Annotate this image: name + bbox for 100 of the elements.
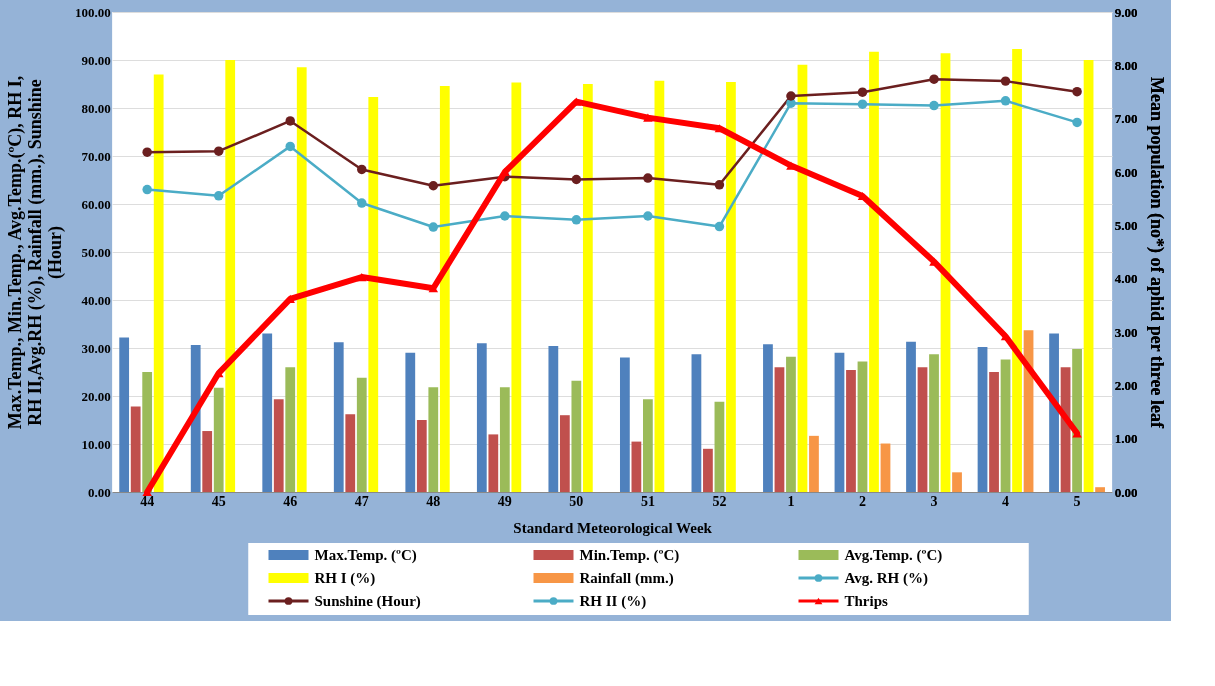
bar (548, 346, 559, 492)
bar (1083, 60, 1094, 492)
bar (619, 357, 630, 492)
legend-label: Max.Temp. (ºC) (314, 547, 417, 564)
y-tick-label: 100.00 (74, 4, 111, 20)
y-tick-label: 90.00 (81, 52, 111, 68)
bar (285, 367, 296, 492)
point (714, 180, 725, 190)
bar (726, 82, 736, 492)
bar (153, 74, 164, 492)
point (357, 198, 367, 208)
legend-label: RH I (%) (314, 570, 376, 587)
bar (869, 51, 879, 492)
bar (130, 406, 141, 492)
bar (714, 401, 725, 492)
y-tick-label: 10.00 (81, 436, 111, 452)
legend-label: RH II (%) (579, 593, 647, 610)
bar (1095, 487, 1105, 492)
x-tick-label: 1 (787, 493, 795, 509)
y2-tick-label: 0.00 (1114, 484, 1138, 500)
point (929, 100, 939, 111)
legend-label: Avg.Temp. (ºC) (844, 547, 943, 564)
point (571, 215, 582, 225)
bar (333, 342, 344, 492)
point (500, 211, 510, 221)
point (285, 116, 295, 126)
legend-label: Sunshine (Hour) (314, 593, 421, 610)
point (1072, 86, 1082, 97)
point (643, 113, 653, 122)
bar (880, 443, 891, 492)
y-axis-title: Max.Temp., Min.Temp., Avg.Temp.(ºC), RH I, RH II,Avg.RH (%), Rainfall (mm.), Sunshine (Hour) (4, 75, 66, 430)
bar (989, 372, 999, 492)
point (213, 146, 224, 156)
point (1072, 117, 1082, 128)
legend-label: Avg. RH (%) (844, 570, 928, 587)
y-tick-label: 80.00 (81, 100, 111, 116)
x-tick-label: 46 (283, 493, 298, 509)
point (428, 222, 439, 232)
bar (499, 387, 510, 492)
point (142, 184, 152, 195)
point (857, 87, 868, 97)
y2-tick-label: 2.00 (1114, 377, 1138, 393)
bar (774, 367, 785, 492)
x-tick-label: 47 (354, 493, 369, 509)
bar (763, 344, 773, 492)
y2-tick-label: 6.00 (1114, 164, 1138, 180)
bar (1049, 333, 1059, 492)
bar (834, 352, 845, 492)
y2-tick-label: 1.00 (1114, 431, 1138, 447)
point (357, 272, 367, 282)
point (929, 74, 939, 84)
bar (416, 420, 427, 492)
bar (1012, 48, 1022, 492)
y2-tick-label: 5.00 (1114, 217, 1138, 233)
y2-tick-label: 3.00 (1114, 324, 1138, 340)
x-tick-label: 49 (497, 493, 512, 509)
x-tick-label: 3 (930, 493, 938, 509)
bar (1000, 359, 1011, 492)
x-tick-label: 5 (1073, 493, 1081, 509)
legend-label: Thrips (844, 593, 889, 609)
y2-tick-label: 9.00 (1114, 4, 1138, 20)
x-tick-label: 52 (712, 493, 727, 509)
bar (476, 343, 487, 492)
bar (142, 372, 153, 492)
point (857, 99, 868, 109)
bar (786, 356, 796, 492)
bar (262, 333, 273, 492)
y-tick-label: 50.00 (81, 244, 111, 260)
bar (1072, 348, 1082, 492)
y-tick-label: 70.00 (81, 148, 111, 164)
bar (368, 96, 379, 492)
bar (405, 352, 416, 492)
point (142, 147, 152, 157)
bar (119, 337, 130, 492)
bar (977, 347, 988, 492)
x-tick-label: 48 (426, 493, 441, 509)
y-tick-label: 30.00 (81, 340, 111, 356)
x-tick-label: 2 (858, 493, 866, 509)
bar (929, 354, 939, 492)
bar (439, 85, 450, 492)
legend-label: Min.Temp. (ºC) (579, 547, 680, 564)
bar (917, 367, 928, 492)
y2-tick-label: 4.00 (1114, 271, 1138, 287)
y-tick-label: 60.00 (81, 196, 111, 212)
bar (213, 387, 224, 492)
bar (857, 361, 868, 492)
bar (202, 431, 213, 492)
point (357, 164, 367, 175)
y-tick-label: 40.00 (81, 292, 111, 308)
bar (225, 60, 236, 492)
bar (356, 377, 367, 492)
point (643, 211, 653, 221)
bar (846, 370, 856, 492)
y2-tick-label: 8.00 (1114, 57, 1138, 73)
bar (643, 399, 653, 492)
bar (559, 415, 570, 492)
point (643, 173, 653, 183)
y-tick-label: 20.00 (81, 388, 111, 404)
bar (582, 84, 593, 492)
bar (952, 472, 962, 492)
